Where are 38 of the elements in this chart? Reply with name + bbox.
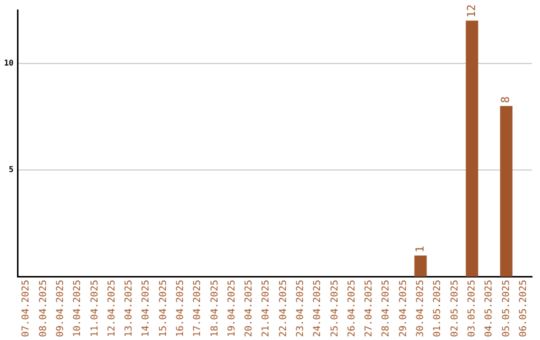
x-tick-label: 27.04.2025 bbox=[364, 280, 375, 338]
x-tick-label: 15.04.2025 bbox=[158, 280, 169, 338]
x-tick-label: 14.04.2025 bbox=[140, 280, 152, 338]
bar bbox=[414, 255, 427, 277]
x-tick-label: 24.04.2025 bbox=[312, 280, 324, 338]
data-label: 8 bbox=[499, 96, 512, 104]
data-label: 1 bbox=[413, 246, 426, 252]
x-tick-label: 05.05.2025 bbox=[500, 280, 512, 338]
x-tick-label: 23.04.2025 bbox=[295, 280, 306, 338]
x-tick-label: 17.04.2025 bbox=[192, 280, 204, 338]
x-tick-label: 25.04.2025 bbox=[329, 280, 340, 338]
x-tick-label: 18.04.2025 bbox=[209, 280, 220, 338]
y-tick-label: 10 bbox=[4, 58, 14, 68]
x-tick-label: 06.05.2025 bbox=[518, 280, 529, 338]
x-tick-label: 19.04.2025 bbox=[226, 280, 238, 338]
x-tick-label: 10.04.2025 bbox=[72, 280, 84, 338]
x-tick-label: 29.04.2025 bbox=[398, 280, 409, 338]
y-tick-label: 5 bbox=[8, 165, 14, 174]
x-tick-label: 13.04.2025 bbox=[124, 280, 135, 338]
x-tick-label: 08.04.2025 bbox=[38, 280, 49, 338]
x-tick-label: 03.05.2025 bbox=[466, 280, 478, 338]
x-tick-label: 12.04.2025 bbox=[106, 280, 118, 338]
x-tick-label: 30.04.2025 bbox=[415, 280, 426, 338]
x-tick-label: 22.04.2025 bbox=[278, 280, 289, 338]
x-tick-label: 16.04.2025 bbox=[174, 280, 186, 338]
x-tick-label: 01.05.2025 bbox=[432, 280, 444, 338]
bar bbox=[500, 106, 512, 277]
data-label: 12 bbox=[464, 4, 478, 18]
x-tick-label: 21.04.2025 bbox=[260, 280, 272, 338]
x-tick-label: 07.04.2025 bbox=[20, 280, 32, 338]
x-tick-label: 28.04.2025 bbox=[380, 280, 392, 338]
x-tick-label: 26.04.2025 bbox=[346, 280, 358, 338]
x-tick-label: 09.04.2025 bbox=[54, 280, 66, 338]
x-tick-label: 04.05.2025 bbox=[484, 280, 495, 338]
x-tick-label: 11.04.2025 bbox=[89, 280, 100, 338]
bar bbox=[466, 20, 478, 277]
x-tick-label: 02.05.2025 bbox=[449, 280, 460, 338]
x-tick-label: 20.04.2025 bbox=[244, 280, 255, 338]
